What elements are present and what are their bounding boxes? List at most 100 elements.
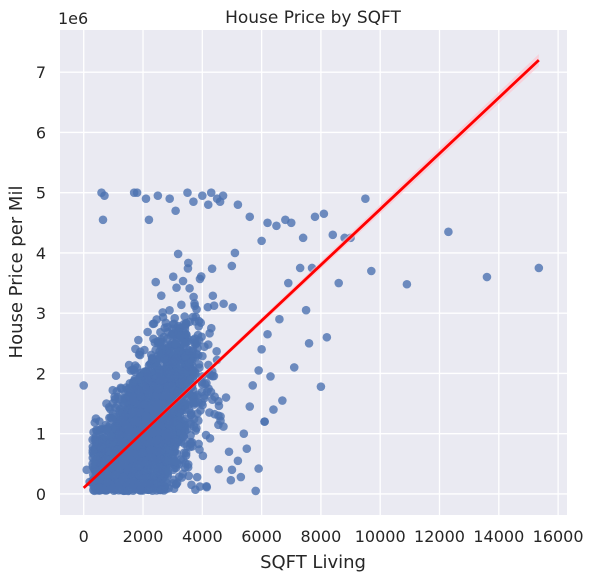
data-point — [119, 410, 129, 420]
data-point — [184, 471, 194, 481]
data-point — [228, 303, 238, 312]
data-point — [319, 209, 329, 219]
data-point — [242, 444, 252, 454]
data-point — [164, 420, 174, 430]
data-point — [181, 351, 191, 361]
data-point — [180, 379, 190, 389]
x-tick-label: 14000 — [473, 527, 524, 546]
data-point — [278, 396, 287, 405]
data-point — [200, 342, 209, 352]
data-point — [176, 331, 185, 340]
data-point — [189, 398, 198, 408]
data-point — [156, 291, 166, 300]
data-point — [289, 363, 299, 372]
data-point — [130, 417, 140, 426]
data-point — [201, 430, 211, 440]
data-point — [210, 392, 219, 401]
data-point — [208, 291, 218, 301]
data-point — [173, 416, 182, 426]
data-point — [152, 315, 162, 324]
data-point — [156, 485, 166, 494]
x-tick-label: 8000 — [301, 527, 342, 546]
data-point — [194, 439, 203, 449]
y-tick-labels: 0 1 2 3 4 5 6 7 — [36, 63, 46, 504]
data-point — [254, 366, 263, 375]
data-point — [123, 391, 133, 401]
data-point — [164, 392, 174, 401]
data-point — [183, 441, 192, 451]
data-point — [100, 191, 109, 200]
data-point — [180, 339, 189, 349]
y-tick-label: 4 — [36, 244, 46, 263]
regression-layer — [82, 54, 540, 490]
data-point — [283, 278, 293, 288]
y-tick-label: 1 — [36, 425, 46, 444]
data-point — [534, 263, 544, 273]
chart-title: House Price by SQFT — [225, 8, 401, 28]
data-point — [186, 410, 196, 420]
data-point — [160, 354, 169, 364]
data-point — [173, 249, 183, 259]
data-point — [141, 458, 151, 467]
data-point — [202, 482, 211, 491]
data-point — [185, 284, 194, 293]
data-point — [102, 425, 112, 434]
data-point — [98, 215, 108, 225]
data-point — [79, 381, 89, 390]
data-point — [482, 272, 492, 282]
data-point — [115, 430, 125, 439]
data-point — [194, 316, 204, 326]
data-point — [111, 371, 121, 381]
data-point — [361, 194, 370, 203]
data-point — [195, 363, 204, 373]
data-point — [151, 277, 161, 287]
data-point — [110, 394, 120, 404]
data-point — [128, 407, 138, 417]
data-point — [124, 424, 133, 434]
data-point — [257, 236, 266, 246]
data-point — [236, 472, 246, 482]
data-point — [188, 312, 198, 322]
data-point — [192, 472, 202, 482]
data-point — [186, 418, 195, 427]
x-tick-labels: 0 2000 4000 6000 8000 10000 12000 14000 16000 — [79, 527, 584, 546]
data-point — [205, 329, 214, 338]
data-point — [169, 319, 179, 329]
data-point — [200, 393, 209, 403]
data-point — [198, 191, 207, 200]
data-point — [180, 312, 189, 321]
data-point — [95, 417, 104, 426]
data-point — [134, 462, 144, 471]
data-point — [177, 422, 187, 432]
data-point — [169, 407, 178, 417]
data-point — [138, 448, 147, 458]
data-point — [239, 429, 249, 438]
data-point — [272, 221, 281, 231]
data-point — [163, 382, 173, 391]
data-point — [233, 456, 243, 466]
data-point — [192, 305, 201, 314]
y-tick-label: 2 — [36, 364, 46, 383]
data-point — [160, 323, 170, 333]
data-point — [221, 393, 231, 402]
data-point — [183, 264, 193, 273]
data-point — [206, 188, 216, 197]
data-point — [190, 334, 200, 343]
x-tick-label: 6000 — [241, 527, 282, 546]
data-point — [248, 381, 258, 390]
data-point — [203, 302, 213, 312]
data-point — [227, 465, 237, 475]
data-point — [136, 485, 145, 494]
x-tick-label: 10000 — [355, 527, 406, 546]
data-point — [178, 276, 188, 286]
data-point — [155, 368, 164, 378]
data-point — [266, 372, 275, 381]
data-point — [147, 453, 157, 462]
data-point — [170, 437, 180, 447]
data-point — [295, 263, 305, 273]
data-point — [230, 248, 240, 258]
data-point — [165, 306, 174, 315]
data-point — [189, 197, 198, 207]
data-point — [101, 454, 111, 464]
data-point — [188, 367, 198, 376]
